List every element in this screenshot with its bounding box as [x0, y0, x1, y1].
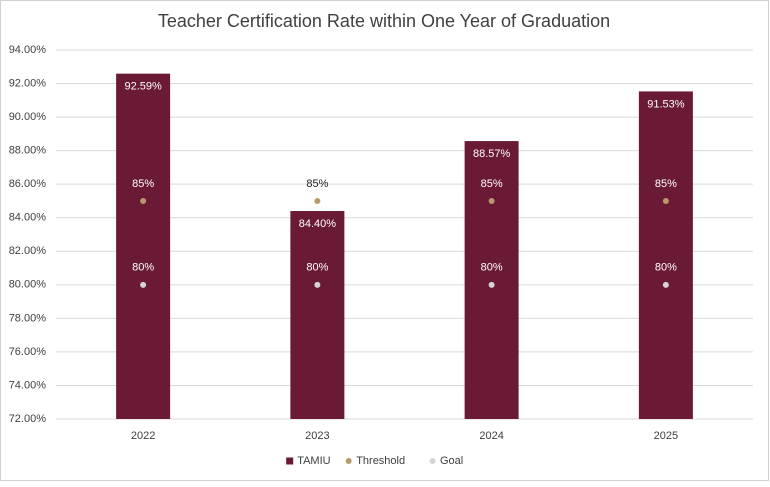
data-label: 85% — [132, 178, 154, 190]
y-tick-label: 88.00% — [9, 145, 47, 157]
y-tick-label: 92.00% — [9, 77, 47, 89]
x-tick-label: 2025 — [654, 430, 678, 442]
point — [488, 197, 495, 204]
y-tick-label: 84.00% — [9, 212, 47, 224]
bar — [290, 211, 345, 419]
legend-swatch — [345, 458, 352, 464]
data-label: 85% — [306, 178, 328, 190]
point — [140, 197, 147, 204]
y-tick-label: 82.00% — [9, 245, 47, 257]
x-tick-label: 2023 — [305, 430, 329, 442]
y-tick-label: 86.00% — [9, 178, 47, 190]
point — [488, 281, 495, 288]
y-tick-label: 72.00% — [9, 413, 47, 425]
y-tick-label: 78.00% — [9, 312, 47, 324]
point — [140, 281, 147, 288]
point — [314, 197, 321, 204]
bar — [464, 141, 519, 419]
y-tick-label: 74.00% — [9, 379, 47, 391]
data-label: 88.57% — [473, 148, 511, 160]
x-tick-label: 2024 — [479, 430, 503, 442]
data-label: 85% — [481, 178, 503, 190]
legend-swatch — [429, 458, 436, 464]
y-tick-label: 80.00% — [9, 279, 47, 291]
legend-label: Goal — [440, 455, 463, 467]
data-label: 80% — [306, 262, 328, 274]
data-label: 92.59% — [124, 81, 162, 93]
legend-label: Threshold — [356, 455, 405, 467]
data-label: 80% — [655, 262, 677, 274]
y-tick-label: 76.00% — [9, 346, 47, 358]
data-label: 91.53% — [647, 98, 685, 110]
data-label: 80% — [132, 262, 154, 274]
y-tick-label: 94.00% — [9, 44, 47, 56]
data-label: 85% — [655, 178, 677, 190]
bar — [638, 91, 693, 419]
point — [662, 197, 669, 204]
data-label: 80% — [481, 262, 503, 274]
legend-swatch — [286, 457, 294, 465]
point — [662, 281, 669, 288]
data-label: 84.40% — [299, 218, 337, 230]
chart-title: Teacher Certification Rate within One Ye… — [158, 11, 610, 31]
point — [314, 281, 321, 288]
x-tick-label: 2022 — [131, 430, 155, 442]
legend-label: TAMIU — [297, 455, 330, 467]
y-tick-label: 90.00% — [9, 111, 47, 123]
bar — [116, 73, 171, 420]
